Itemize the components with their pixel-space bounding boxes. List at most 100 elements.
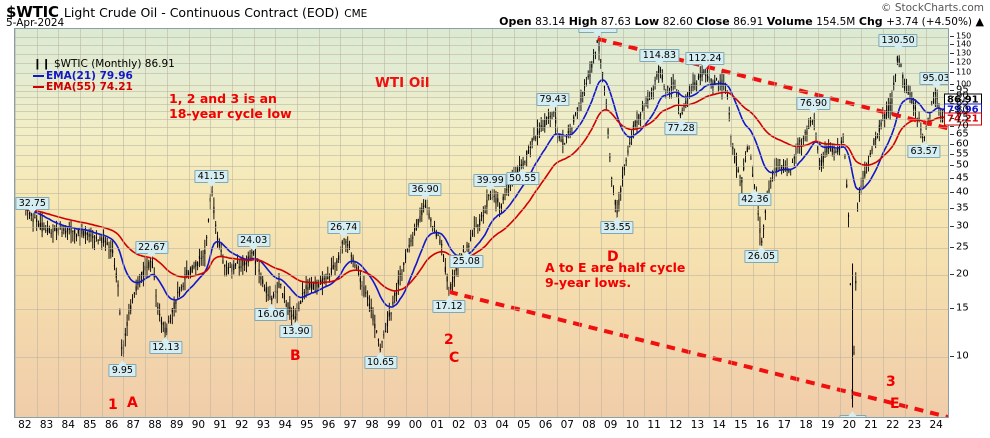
price-callout: 42.36 (738, 189, 772, 207)
gridline-horizontal (15, 144, 948, 146)
y-tick-mark (950, 95, 954, 97)
gridline-vertical (448, 29, 450, 417)
y-tick-mark (950, 355, 954, 357)
price-callout: 114.83 (639, 49, 680, 67)
chg-value: +3.74 (+4.50%) (886, 16, 973, 28)
price-callout: 16.06 (254, 303, 288, 321)
quote-date: 5-Apr-2024 (6, 17, 65, 29)
x-tick-label: 98 (365, 419, 379, 431)
note1-line2: 18-year cycle low (169, 106, 292, 121)
price-callout: 22.67 (135, 240, 169, 258)
x-tick-label: 09 (603, 419, 618, 431)
cycle-marker-3: 3 (886, 374, 896, 390)
symbol-ticker: $WTIC (6, 3, 59, 21)
gridline-vertical (687, 29, 689, 417)
y-tick-mark (950, 83, 954, 85)
y-tick-label: 60 (956, 138, 969, 150)
price-tag-red: 74.21 (944, 112, 982, 126)
open-label: Open (499, 15, 532, 28)
y-tick-label: 15 (956, 302, 969, 314)
y-tick-mark (950, 117, 954, 119)
price-callout: 39.99 (473, 173, 507, 191)
volume-label: Volume (766, 15, 813, 28)
x-tick-label: 99 (387, 419, 401, 431)
gridline-horizontal (15, 356, 948, 358)
price-callout: 63.57 (907, 141, 941, 159)
x-axis: 82 83 84 85 86 87 88 89 90 91 92 93 94 95 96 97 98 99 00 01… (14, 419, 949, 437)
price-callout: 76.90 (796, 96, 831, 114)
gridline-horizontal (15, 44, 948, 46)
x-tick-label: 84 (61, 419, 75, 431)
gridline-vertical (644, 29, 646, 417)
gridline-vertical (36, 29, 38, 417)
upper-trendline (597, 36, 948, 131)
y-tick-label: 45 (956, 172, 969, 184)
x-tick-label: 04 (495, 419, 509, 431)
price-callout: 25.08 (449, 250, 483, 268)
gridline-horizontal (15, 155, 948, 157)
y-tick-label: 25 (956, 241, 969, 253)
price-plot-area[interactable]: 32.75 9.95 22.67 12.13 41.15 16.06 24.03 13.90 2… (14, 28, 949, 418)
y-axis: 150 140 130 120 110 100 95 90 85 80 75 70 65 60 55 50 45… (950, 28, 990, 418)
note1-line1: 1, 2 and 3 is an (169, 91, 277, 106)
y-tick-label: 65 (956, 128, 969, 140)
gridline-vertical (514, 29, 516, 417)
gridline-vertical (318, 29, 320, 417)
gridline-horizontal (15, 118, 948, 120)
x-tick-label: 19 (820, 419, 835, 431)
y-tick-label: 85 (956, 97, 969, 109)
x-tick-label: 95 (300, 419, 314, 431)
cycle-marker-e: E (890, 396, 900, 412)
price-callout: 6.50 (838, 410, 867, 417)
gridline-horizontal (15, 308, 948, 310)
x-tick-label: 08 (582, 419, 596, 431)
gridline-vertical (774, 29, 776, 417)
gridline-vertical (275, 29, 277, 417)
price-callout: 77.28 (664, 117, 698, 135)
ema55-swatch-icon (33, 86, 44, 88)
gridline-vertical (166, 29, 168, 417)
legend-price-text: $WTIC (Monthly) 86.91 (53, 58, 175, 70)
y-tick-label: 50 (956, 159, 969, 171)
cycle-marker-d: D (607, 249, 619, 265)
x-tick-label: 03 (473, 419, 488, 431)
note-9-year-lows: A to E are half cycle 9-year lows. (545, 260, 685, 290)
x-tick-label: 12 (669, 419, 683, 431)
chart-title-annotation: WTI Oil (375, 75, 430, 91)
gridline-vertical (470, 29, 472, 417)
x-tick-label: 96 (321, 419, 336, 431)
volume-value: 154.5M (816, 16, 856, 28)
price-callout: 12.13 (149, 336, 183, 354)
high-value: 87.63 (600, 16, 631, 28)
gridline-vertical (145, 29, 147, 417)
gridline-horizontal (15, 84, 948, 86)
gridline-vertical (817, 29, 819, 417)
y-tick-mark (950, 102, 954, 104)
x-tick-label: 21 (864, 419, 878, 431)
y-tick-mark (950, 307, 954, 309)
cycle-marker-2: 2 (444, 332, 454, 348)
gridline-vertical (210, 29, 212, 417)
chg-up-arrow-icon: ▲ (975, 15, 984, 28)
price-callout: 17.12 (432, 296, 466, 314)
x-tick-label: 88 (148, 419, 162, 431)
x-tick-label: 92 (235, 419, 249, 431)
candle-icon: ❙❙ (33, 58, 51, 70)
y-tick-mark (950, 134, 954, 136)
x-tick-label: 83 (39, 419, 54, 431)
y-tick-label: 70 (956, 120, 969, 132)
x-tick-label: 02 (452, 419, 466, 431)
price-callout: 50.55 (506, 168, 540, 186)
quote-bar: Open 83.14 High 87.63 Low 82.60 Close 86… (499, 15, 984, 28)
exchange-label: CME (344, 8, 368, 20)
y-tick-mark (950, 43, 954, 45)
price-callout: 95.03 (919, 71, 948, 89)
y-tick-mark (950, 154, 954, 156)
y-tick-mark (950, 165, 954, 167)
cycle-marker-a: A (127, 395, 138, 411)
x-tick-label: 16 (755, 419, 770, 431)
gridline-horizontal (15, 192, 948, 194)
gridline-horizontal (15, 90, 948, 92)
ema55-line (25, 91, 947, 292)
y-tick-mark (950, 61, 954, 63)
